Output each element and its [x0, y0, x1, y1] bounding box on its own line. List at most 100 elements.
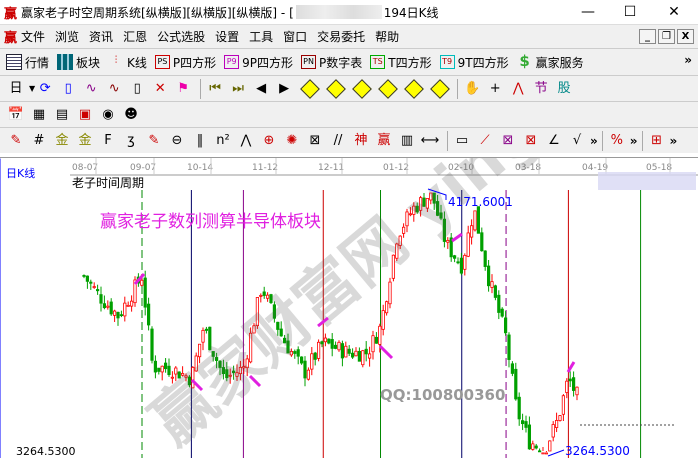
- menu-file[interactable]: 文件: [21, 30, 46, 44]
- mdi-restore-button[interactable]: ❐: [658, 29, 675, 44]
- wave9-icon[interactable]: ∿: [108, 80, 120, 96]
- quotes-label: 行情: [25, 55, 50, 70]
- grid-layout-icon[interactable]: ⊞: [651, 132, 662, 148]
- more-layout-icon[interactable]: »: [669, 133, 678, 148]
- calendar-icon[interactable]: 📅: [7, 106, 25, 122]
- more-percent-icon[interactable]: »: [629, 133, 638, 148]
- box-web-icon[interactable]: ⊠: [309, 132, 321, 148]
- weight-icon[interactable]: ✕: [154, 80, 166, 96]
- width-icon[interactable]: ⟷: [420, 132, 440, 148]
- hand-icon[interactable]: ✋: [464, 80, 481, 96]
- crosshair-icon[interactable]: +: [489, 80, 501, 96]
- rect-icon[interactable]: ▭: [455, 132, 469, 148]
- refresh-icon[interactable]: ⟳: [39, 80, 51, 96]
- maximize-button[interactable]: ☐: [623, 4, 637, 20]
- shrink-icon[interactable]: [430, 78, 451, 99]
- menu-tools[interactable]: 工具: [249, 30, 274, 44]
- parallel-icon[interactable]: ‖: [196, 132, 204, 148]
- target-icon[interactable]: ⊕: [263, 132, 275, 148]
- menu-info[interactable]: 资讯: [89, 30, 114, 44]
- flag-icon[interactable]: ⚑: [177, 80, 189, 96]
- expand-icon[interactable]: [404, 78, 425, 99]
- gann-square-icon[interactable]: ⊠: [525, 132, 537, 148]
- scroll-left-icon[interactable]: [300, 78, 321, 99]
- more-draw-icon[interactable]: »: [590, 133, 598, 148]
- zoom-in-icon[interactable]: [352, 78, 373, 99]
- menu-help[interactable]: 帮助: [375, 30, 400, 44]
- fan-icon[interactable]: ⟋: [480, 132, 490, 148]
- first-icon[interactable]: ⏮: [209, 80, 221, 96]
- ruler-icon[interactable]: ▥: [400, 132, 414, 148]
- candle-body: [259, 294, 263, 297]
- pen-icon[interactable]: ✎: [10, 132, 22, 148]
- close-button[interactable]: ✕: [668, 4, 680, 20]
- stock-icon[interactable]: 股: [557, 80, 571, 96]
- menu-settings[interactable]: 设置: [215, 30, 240, 44]
- ying-icon[interactable]: 赢: [377, 132, 391, 148]
- candle-body: [180, 373, 185, 376]
- mdi-close-button[interactable]: X: [677, 29, 694, 44]
- v-icon[interactable]: √: [572, 132, 582, 148]
- mdi-minimize-button[interactable]: _: [639, 29, 656, 44]
- gann-box-icon[interactable]: ⊠: [502, 132, 514, 148]
- candle-body: [126, 304, 130, 307]
- network-icon[interactable]: ◉: [102, 106, 114, 122]
- service-button[interactable]: $ 赢家服务: [517, 54, 583, 71]
- indicator-name: 老子时间周期: [72, 176, 144, 190]
- user-icon[interactable]: ☻: [124, 106, 138, 122]
- t-square-button[interactable]: TS T四方形: [370, 54, 432, 71]
- quotes-button[interactable]: 行情: [6, 54, 49, 71]
- n2-icon[interactable]: n²: [216, 132, 230, 148]
- sector-button[interactable]: 板块: [57, 54, 100, 71]
- 9t-square-button[interactable]: T9 9T四方形: [439, 54, 509, 71]
- more-chevron-icon[interactable]: »: [684, 53, 692, 67]
- save-icon[interactable]: ▣: [78, 106, 92, 122]
- menu-formula[interactable]: 公式选股: [157, 30, 206, 44]
- festival-icon[interactable]: 节: [534, 80, 548, 96]
- candle-body: [527, 424, 532, 450]
- candle-body: [367, 353, 372, 359]
- scroll-right-icon[interactable]: [326, 78, 347, 99]
- menu-huien[interactable]: 汇恩: [123, 30, 148, 44]
- pen2-icon[interactable]: ✎: [148, 132, 160, 148]
- wave3-icon[interactable]: ∿: [85, 80, 97, 96]
- kline-button[interactable]: ⫶ K线: [108, 54, 147, 71]
- last-icon[interactable]: ⏭: [232, 80, 244, 96]
- candle-body: [163, 362, 168, 370]
- document-icon[interactable]: ▤: [55, 106, 69, 122]
- candle-body: [197, 343, 202, 358]
- 9p-square-button[interactable]: P9 9P四方形: [224, 54, 293, 71]
- shen-icon[interactable]: 神: [354, 132, 368, 148]
- p-square-button[interactable]: PS P四方形: [154, 54, 216, 71]
- gold-lines2-icon[interactable]: 金: [78, 132, 92, 148]
- percent-icon[interactable]: %: [610, 132, 623, 148]
- menu-trade[interactable]: 交易委托: [317, 30, 366, 44]
- candle-body: [449, 237, 453, 258]
- next-icon[interactable]: ▶: [279, 80, 290, 96]
- notes-icon[interactable]: ▯: [64, 80, 72, 96]
- spiral-icon[interactable]: ʒ: [127, 132, 135, 148]
- menu-window[interactable]: 窗口: [283, 30, 308, 44]
- candle-body: [211, 351, 215, 357]
- minimize-button[interactable]: —: [581, 4, 595, 20]
- prev-icon[interactable]: ◀: [256, 80, 267, 96]
- grid-lines-icon[interactable]: #: [33, 132, 45, 148]
- p-table-button[interactable]: PN P数字表: [301, 54, 362, 71]
- line-tool-icon[interactable]: ⋀: [512, 80, 524, 96]
- zoom-out-icon[interactable]: [378, 78, 399, 99]
- candle-type-icon[interactable]: ▯: [133, 80, 141, 96]
- menu-browse[interactable]: 浏览: [55, 30, 80, 44]
- calculator-icon[interactable]: ▦: [32, 106, 46, 122]
- angle-icon[interactable]: ⋀: [240, 132, 252, 148]
- fib-icon[interactable]: F: [104, 132, 112, 148]
- angle2-icon[interactable]: ∠: [548, 132, 560, 148]
- circle-icon[interactable]: ⊖: [171, 132, 183, 148]
- period-select[interactable]: 日: [9, 80, 23, 96]
- web-icon[interactable]: ✺: [286, 132, 298, 148]
- slash-icon[interactable]: //: [333, 132, 343, 148]
- candle-body: [221, 367, 225, 375]
- gold-lines-icon[interactable]: 金: [55, 132, 69, 148]
- period-dropdown-icon[interactable]: ▼: [29, 84, 36, 93]
